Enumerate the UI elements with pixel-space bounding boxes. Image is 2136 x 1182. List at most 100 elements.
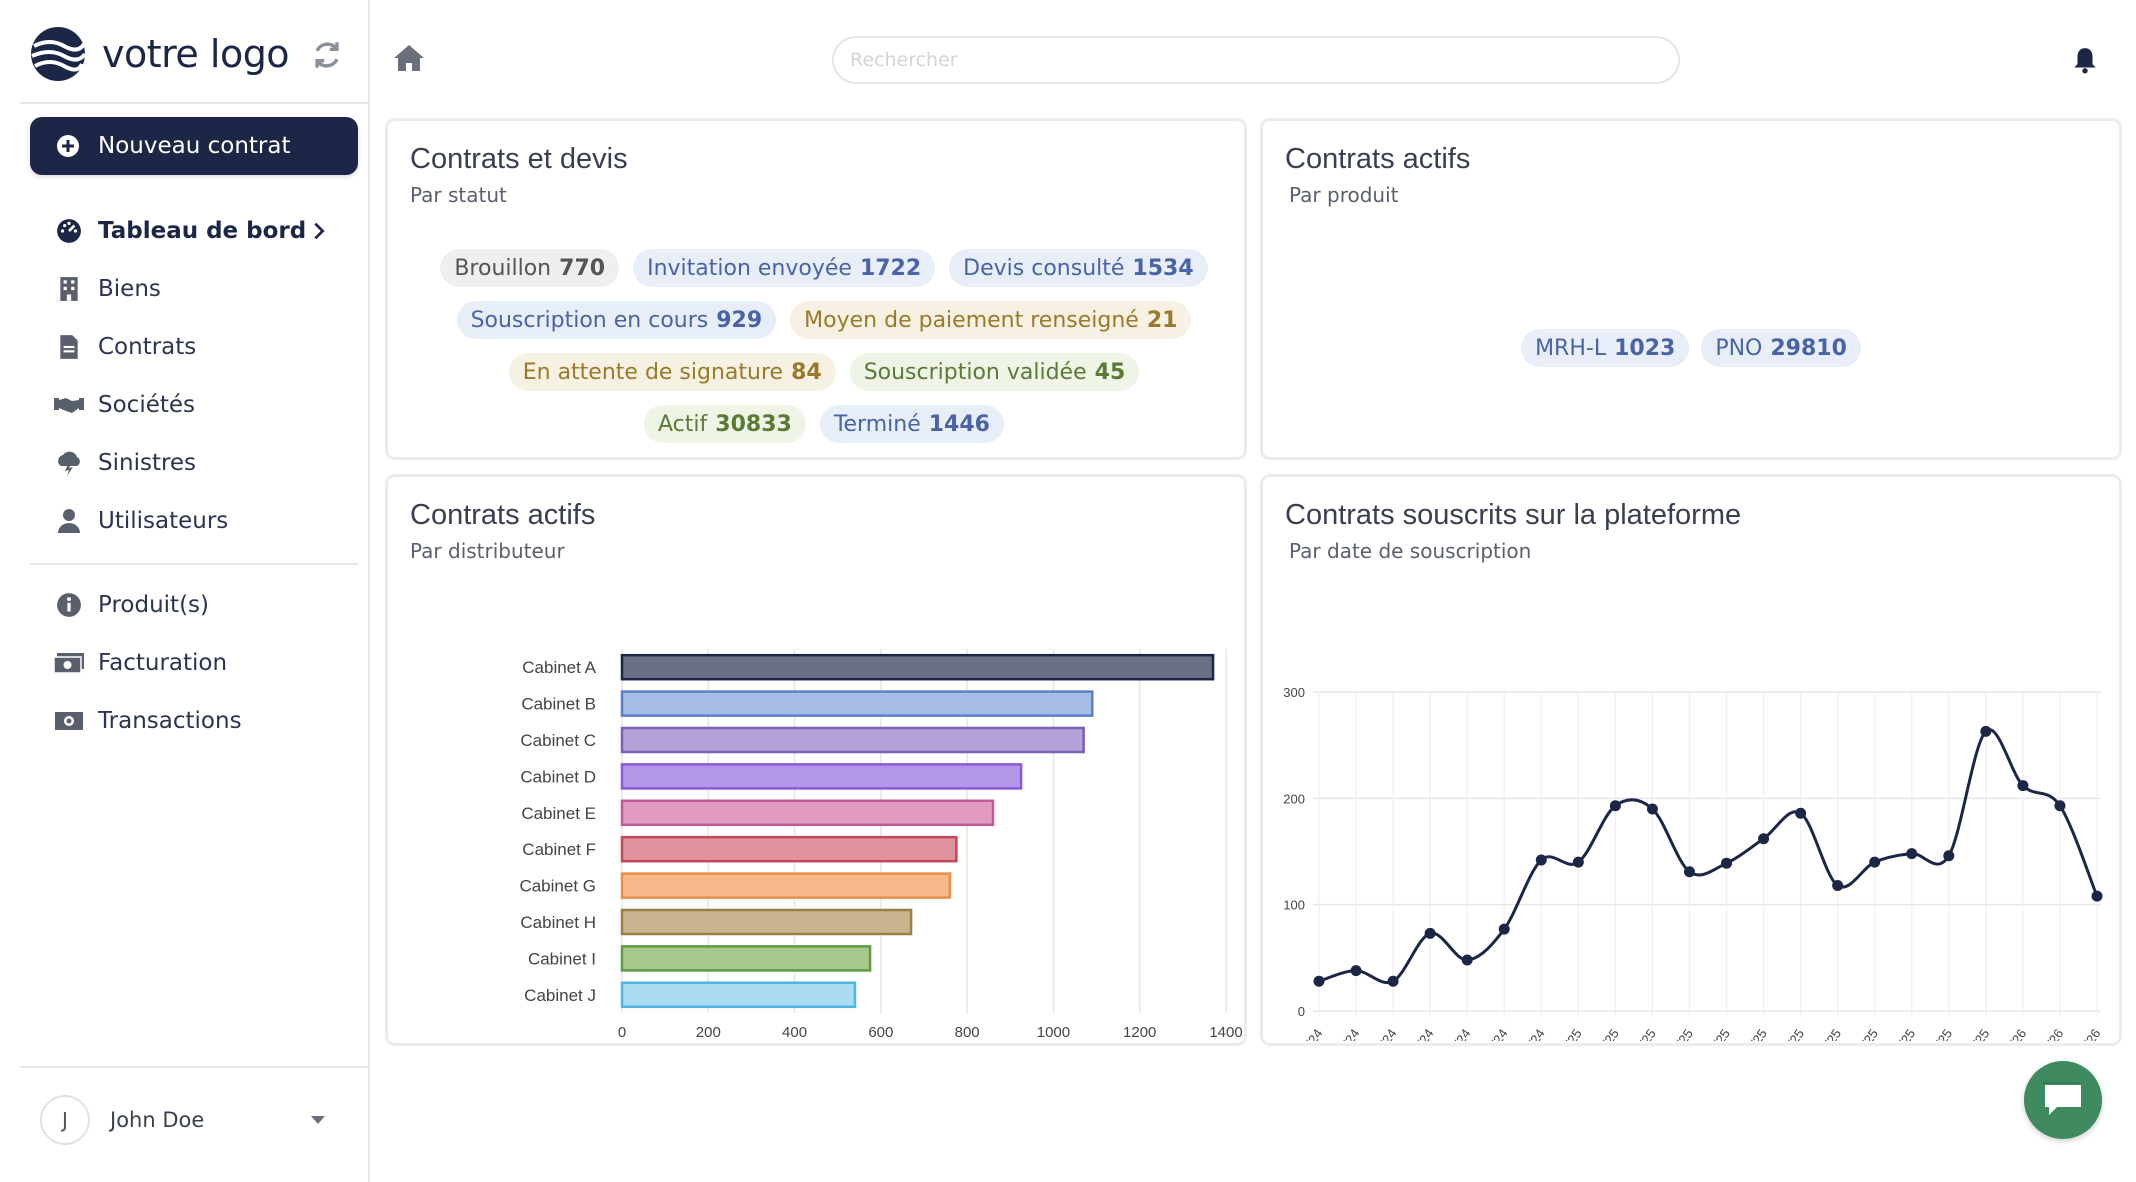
avatar: J — [40, 1095, 90, 1145]
divider — [30, 563, 358, 565]
x-tick-label: 08/24 — [1369, 1026, 1400, 1041]
file-icon — [54, 332, 84, 362]
y-tick-label: Cabinet J — [524, 986, 596, 1005]
card-contrats-devis: Contrats et devis Par statut Brouillon 77… — [385, 118, 1247, 460]
card-subtitle: Par distributeur — [410, 539, 565, 563]
x-tick-label: 03/26 — [2073, 1026, 2104, 1041]
user-menu[interactable]: J John Doe — [40, 1092, 340, 1148]
card-contrats-actifs-distributeur: Contrats actifs Par distributeur 0 200 400… — [385, 474, 1247, 1046]
home-icon[interactable] — [393, 44, 425, 72]
x-tick-label: 10/25 — [1887, 1026, 1918, 1041]
data-point — [1906, 848, 1918, 860]
sidebar-item-transactions[interactable]: Transactions — [54, 701, 354, 741]
badge-label: Actif — [658, 411, 708, 437]
y-tick-label: Cabinet D — [520, 767, 596, 786]
status-badge[interactable]: Moyen de paiement renseigné 21 — [790, 301, 1192, 339]
building-icon — [54, 274, 84, 304]
divider — [20, 102, 370, 104]
sidebar-item-dashboard[interactable]: Tableau de bord — [54, 211, 354, 251]
card-subtitle: Par statut — [410, 183, 507, 207]
sidebar-item-utilisateurs[interactable]: Utilisateurs — [54, 501, 354, 541]
x-tick-label: 11/24 — [1480, 1026, 1510, 1041]
search-input[interactable] — [832, 36, 1680, 84]
x-tick-label: 12/25 — [1961, 1026, 1992, 1041]
status-badge[interactable]: Devis consulté 1534 — [949, 249, 1208, 287]
refresh-icon[interactable] — [310, 38, 344, 72]
divider — [20, 1066, 370, 1068]
bar — [620, 908, 913, 936]
x-tick-label: 07/25 — [1776, 1026, 1807, 1041]
y-tick-label: 300 — [1283, 685, 1305, 700]
status-badge[interactable]: Souscription validée 45 — [849, 353, 1140, 391]
badge-label: PNO — [1715, 335, 1763, 361]
bar — [620, 799, 995, 827]
sidebar-item-label: Tableau de bord — [98, 218, 307, 244]
x-tick-label: 09/25 — [1850, 1026, 1881, 1041]
x-tick-label: 07/24 — [1332, 1026, 1363, 1041]
bell-icon[interactable] — [2072, 46, 2098, 74]
sidebar-item-sinistres[interactable]: Sinistres — [54, 443, 354, 483]
data-point — [1313, 975, 1325, 987]
data-point — [1424, 927, 1436, 939]
data-point — [1646, 803, 1658, 815]
chat-button[interactable] — [2024, 1061, 2102, 1139]
data-point — [1350, 965, 1362, 977]
status-badge[interactable]: Terminé 1446 — [819, 405, 1004, 443]
badge-count: 929 — [716, 307, 763, 333]
x-tick-label: 12/24 — [1517, 1026, 1548, 1041]
sidebar-item-label: Utilisateurs — [98, 508, 229, 534]
badge-label: En attente de signature — [522, 359, 784, 385]
x-tick-label: 08/25 — [1813, 1026, 1844, 1041]
data-point — [1498, 923, 1510, 935]
data-point — [1572, 856, 1584, 868]
data-point — [1535, 854, 1547, 866]
status-badge[interactable]: Brouillon 770 — [440, 249, 620, 287]
badge-count: 1446 — [928, 411, 990, 437]
badge-count: 1023 — [1614, 335, 1676, 361]
y-tick-label: 100 — [1283, 898, 1305, 913]
bar — [620, 945, 872, 972]
chat-icon — [2043, 1082, 2081, 1115]
x-tick-label: 02/25 — [1591, 1026, 1622, 1041]
status-badge[interactable]: MRH-L 1023 — [1521, 329, 1690, 367]
status-badge[interactable]: En attente de signature 84 — [508, 353, 836, 391]
x-tick-label: 06/24 — [1295, 1026, 1326, 1041]
status-badge[interactable]: Invitation envoyée 1722 — [633, 249, 936, 287]
sidebar-item-contrats[interactable]: Contrats — [54, 327, 354, 367]
status-badge[interactable]: PNO 29810 — [1701, 329, 1861, 367]
data-point — [1832, 880, 1844, 892]
sidebar-item-societes[interactable]: Sociétés — [54, 385, 354, 425]
handshake-icon — [54, 390, 84, 420]
data-point — [1869, 856, 1881, 868]
x-tick-label: 06/25 — [1739, 1026, 1770, 1041]
user-name: John Doe — [110, 1108, 205, 1132]
data-point — [1609, 800, 1621, 812]
sidebar-item-biens[interactable]: Biens — [54, 269, 354, 309]
card-subtitle: Par produit — [1289, 183, 1399, 207]
x-tick-label: 05/25 — [1702, 1026, 1733, 1041]
bar — [620, 726, 1085, 754]
logo[interactable]: votre logo — [30, 22, 350, 86]
card-title: Contrats et devis — [410, 143, 628, 175]
data-point — [1795, 807, 1807, 819]
x-tick-label: 11/25 — [1925, 1026, 1955, 1041]
y-tick-label: Cabinet G — [519, 877, 596, 896]
x-tick-label: 10/24 — [1443, 1026, 1474, 1041]
card-title: Contrats actifs — [1285, 143, 1471, 175]
data-point — [1683, 866, 1695, 878]
data-point — [1980, 725, 1992, 737]
sidebar-item-produits[interactable]: Produit(s) — [54, 585, 354, 625]
user-icon — [54, 506, 84, 536]
new-contract-button[interactable]: Nouveau contrat — [30, 117, 358, 175]
bar — [620, 981, 857, 1009]
sidebar-item-facturation[interactable]: Facturation — [54, 643, 354, 683]
x-tick-label: 800 — [955, 1024, 980, 1041]
badge-count: 45 — [1094, 359, 1126, 385]
status-badge[interactable]: Souscription en cours 929 — [456, 301, 777, 339]
status-badge[interactable]: Actif 30833 — [644, 405, 806, 443]
x-tick-label: 1400 — [1209, 1024, 1242, 1041]
badge-count: 21 — [1146, 307, 1178, 333]
x-tick-label: 01/25 — [1554, 1026, 1585, 1041]
line-chart: 0 100 200 300 06/24 07/24 08/24 09/24 10/24 11/24… — [1283, 685, 2104, 1041]
bar — [620, 872, 952, 899]
